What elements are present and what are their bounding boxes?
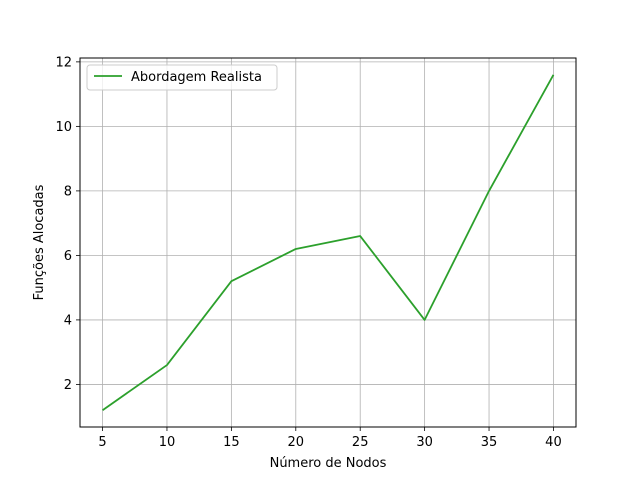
data-point [552, 74, 554, 76]
x-tick-label: 35 [481, 435, 498, 450]
grid-lines [80, 58, 576, 427]
x-axis-label: Número de Nodos [270, 456, 387, 471]
legend: Abordagem Realista [86, 64, 278, 91]
legend-box [86, 64, 278, 91]
y-axis-label: Funções Alocadas [32, 184, 47, 300]
x-tick-label: 25 [352, 435, 369, 450]
plot-area-frame [79, 57, 577, 428]
x-tick-label: 15 [223, 435, 240, 450]
y-tick-label: 4 [64, 313, 72, 328]
data-point [230, 280, 232, 282]
y-tick-label: 8 [64, 184, 72, 199]
series-layer [102, 74, 555, 411]
data-point [166, 364, 168, 366]
series-line [102, 74, 555, 411]
data-point [102, 409, 104, 411]
y-tick-label: 6 [64, 249, 72, 264]
data-point [488, 190, 490, 192]
y-tick-label: 10 [55, 120, 72, 135]
x-tick-label: 40 [545, 435, 562, 450]
y-tick-label: 2 [64, 378, 72, 393]
y-tick-label: 12 [55, 55, 72, 70]
data-point [424, 319, 426, 321]
legend-label: Abordagem Realista [131, 70, 262, 85]
x-axis-ticks: 5 10 15 20 25 30 35 40 [98, 427, 562, 450]
y-axis-ticks: 2 4 6 8 10 12 [55, 55, 80, 393]
x-tick-label: 10 [159, 435, 176, 450]
x-tick-label: 20 [288, 435, 305, 450]
x-tick-label: 5 [98, 435, 106, 450]
data-point [295, 248, 297, 250]
data-point [359, 235, 361, 237]
x-tick-label: 30 [416, 435, 433, 450]
